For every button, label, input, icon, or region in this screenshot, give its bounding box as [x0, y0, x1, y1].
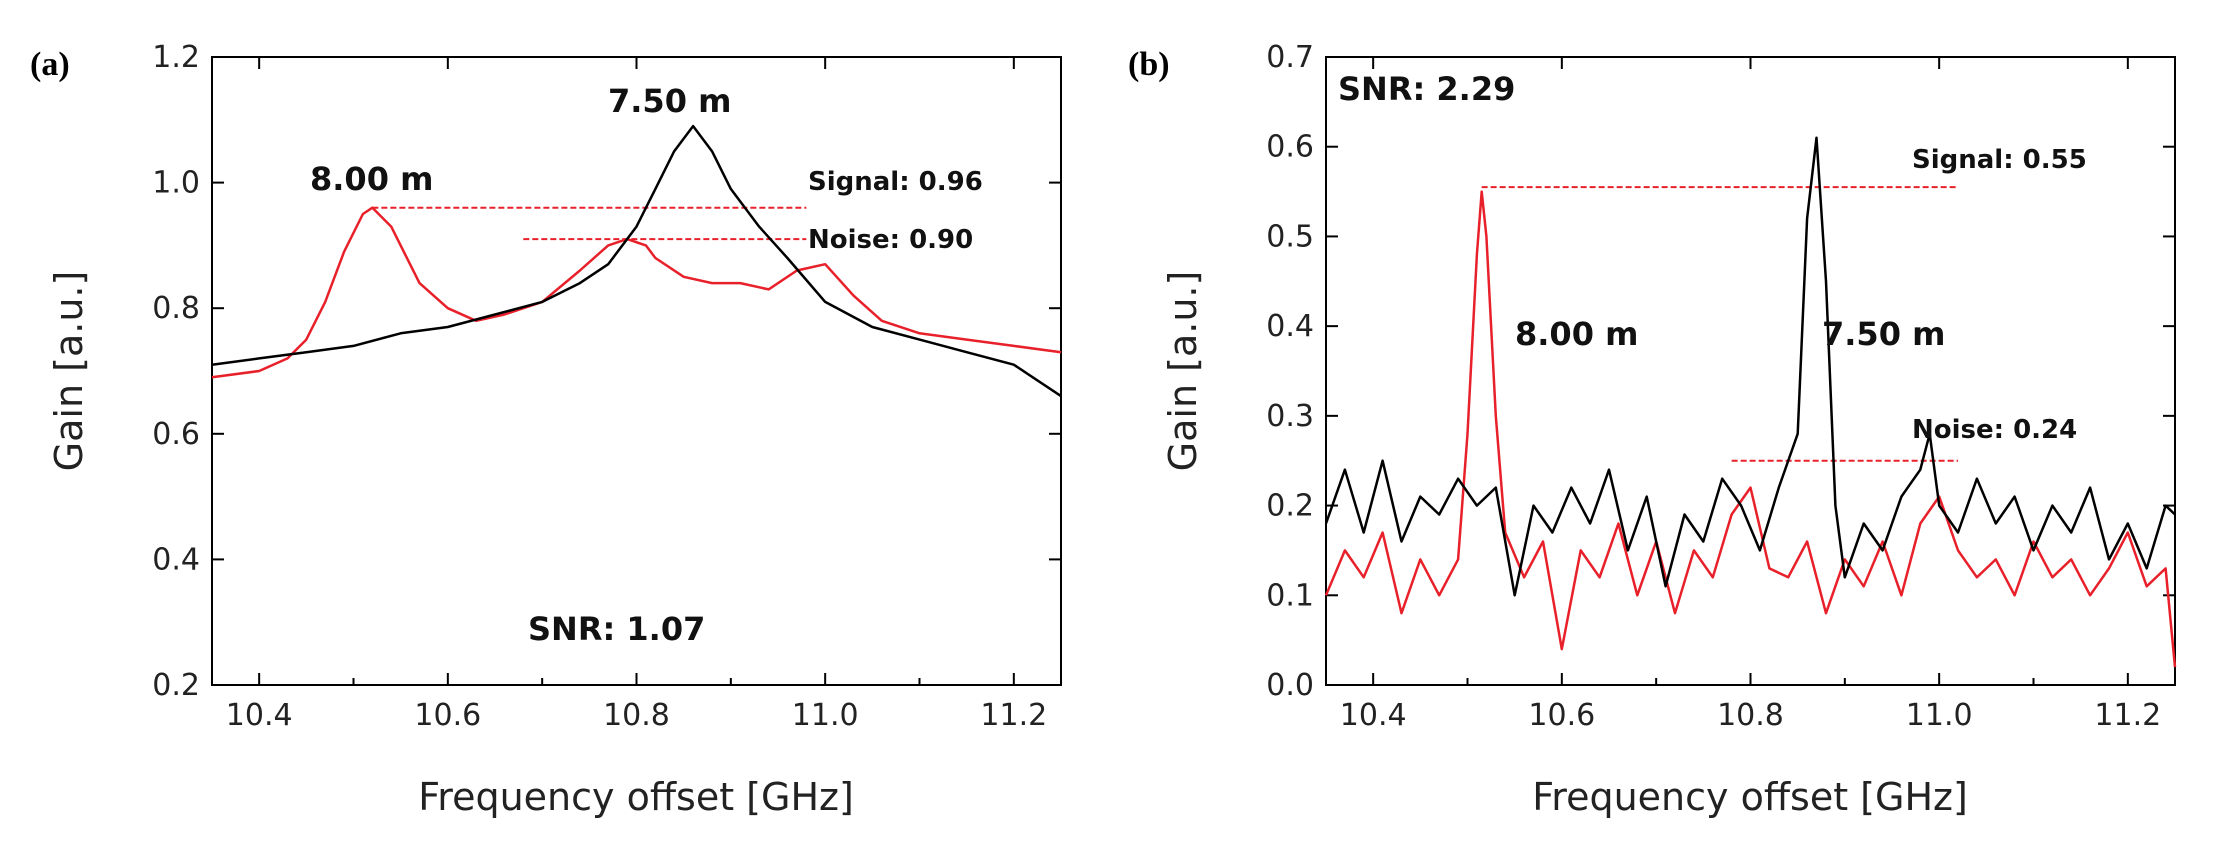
- panel-b-y-tick-label: 0.3: [1266, 399, 1314, 434]
- panel-a-x-tick-label: 10.6: [414, 698, 481, 733]
- panel-b-series: [1324, 136, 2177, 668]
- panel-a-x-tick-label: 10.8: [603, 698, 670, 733]
- panel-b-signal-label: Signal: 0.55: [1912, 145, 2087, 175]
- panel-a-peak-black-label: 7.50 m: [608, 82, 731, 120]
- panel-a-snr-label: SNR: 1.07: [528, 610, 705, 648]
- panel-b-y-tick-label: 0.7: [1266, 40, 1314, 75]
- panel-b-x-axis-title: Frequency offset [GHz]: [1532, 775, 1968, 819]
- panel-b-y-tick-label: 0.2: [1266, 489, 1314, 524]
- panel-a-series-red-line: [211, 206, 1062, 379]
- panel-b-x-tick-label: 10.4: [1340, 698, 1407, 733]
- panel-a-reference-lines: [372, 206, 807, 241]
- panel-a-series: [211, 124, 1062, 398]
- panel-a-series-black-line: [211, 124, 1062, 398]
- panel-a-x-tick-label: 11.0: [792, 698, 859, 733]
- panel-b-y-tick-label: 0.6: [1266, 130, 1314, 165]
- panel-b-x-tick-label: 10.8: [1717, 698, 1784, 733]
- panel-a-peak-red-label: 8.00 m: [310, 160, 433, 198]
- panel-b-x-tick-label: 10.6: [1528, 698, 1595, 733]
- panel-b-y-tick-label: 0.1: [1266, 578, 1314, 613]
- panel-b-snr-label: SNR: 2.29: [1338, 70, 1515, 108]
- panel-b: (b) 10.4 10.6 10.8 11.0 11.2 0.0 0.1 0.2 0.3 0.4 0…: [1128, 40, 2177, 819]
- panel-a-y-axis-title: Gain [a.u.]: [47, 271, 91, 472]
- panel-b-y-tick-label: 0.0: [1266, 668, 1314, 703]
- panel-b-series-red-line: [1324, 190, 2177, 668]
- panel-a-y-tick-label: 0.4: [152, 542, 200, 577]
- panel-b-y-tick-label: 0.4: [1266, 309, 1314, 344]
- panel-b-peak-red-label: 8.00 m: [1515, 315, 1638, 353]
- panel-a-label: (a): [30, 46, 70, 83]
- panel-b-ticks: 10.4 10.6 10.8 11.0 11.2 0.0 0.1 0.2 0.3 0.4 0.5 0.…: [1266, 40, 2175, 733]
- panel-b-series-black-line: [1324, 136, 2176, 597]
- panel-b-noise-label: Noise: 0.24: [1912, 415, 2077, 445]
- panel-a-plot-frame: [211, 56, 1062, 686]
- panel-b-reference-lines: [1481, 186, 1959, 462]
- panel-a-noise-label: Noise: 0.90: [808, 225, 973, 255]
- panel-a-x-tick-label: 10.4: [226, 698, 293, 733]
- panel-b-x-tick-label: 11.0: [1906, 698, 1973, 733]
- panel-b-x-tick-label: 11.2: [2094, 698, 2161, 733]
- panel-a-x-axis-title: Frequency offset [GHz]: [418, 775, 854, 819]
- panel-a-y-tick-label: 0.6: [152, 417, 200, 452]
- panel-b-label: (b): [1128, 46, 1170, 83]
- panel-b-y-tick-label: 0.5: [1266, 219, 1314, 254]
- panel-a-y-tick-label: 0.8: [152, 291, 200, 326]
- panel-a-x-tick-label: 11.2: [980, 698, 1047, 733]
- panel-a-y-tick-label: 1.0: [152, 166, 200, 201]
- panel-a-ticks: 10.4 10.6 10.8 11.0 11.2 0.2 0.4 0.6 0.8 1.0 1.2: [152, 40, 1061, 733]
- panel-a-y-tick-label: 1.2: [152, 40, 200, 75]
- panel-a-signal-label: Signal: 0.96: [808, 167, 983, 197]
- panel-a: (a) 10.4 10.6 10.8 11.0 11.20.20.40.60.81.01…: [30, 40, 1062, 819]
- panel-b-peak-black-label: 7.50 m: [1822, 315, 1945, 353]
- panel-a-y-tick-label: 0.2: [152, 668, 200, 703]
- panel-b-y-axis-title: Gain [a.u.]: [1161, 271, 1205, 472]
